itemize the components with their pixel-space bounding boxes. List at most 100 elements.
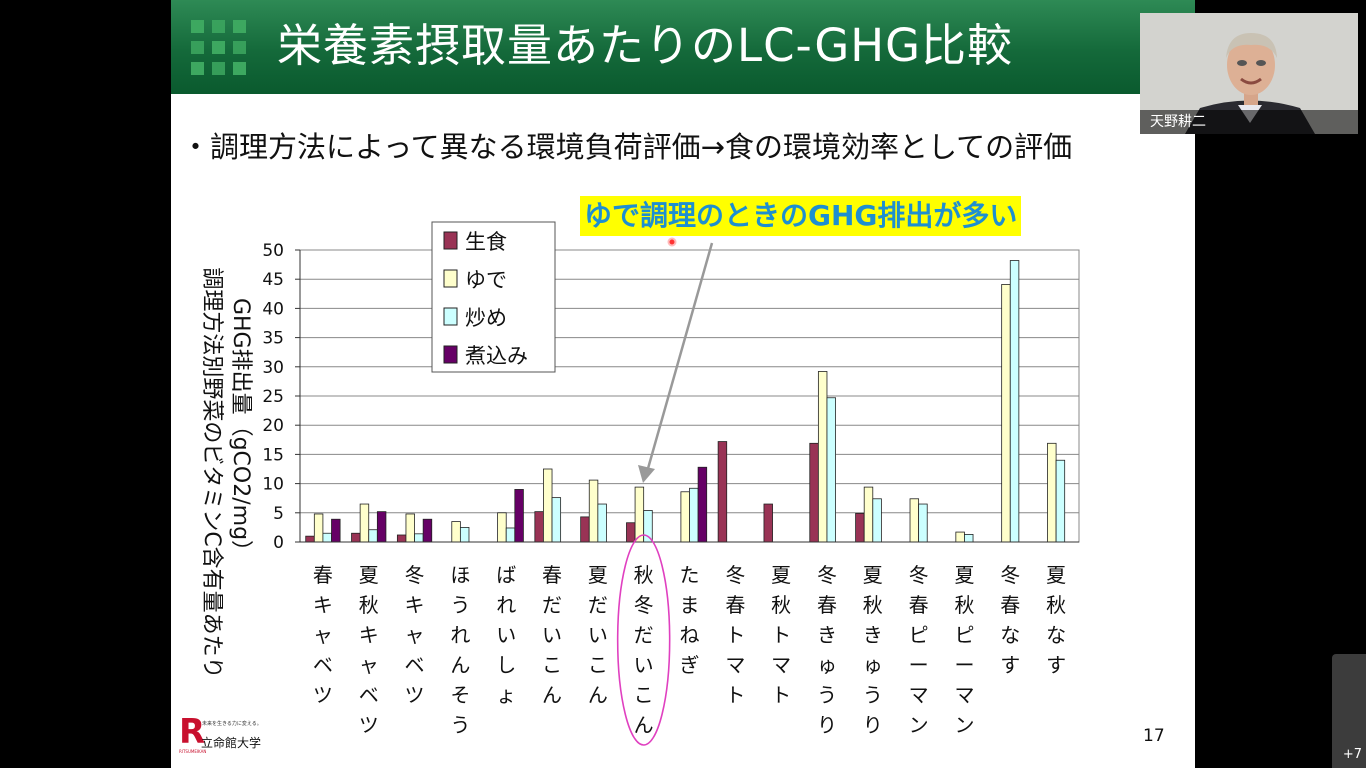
y-tick-label: 40 — [262, 299, 284, 319]
bar-炒め — [505, 527, 516, 543]
y-tick-labels: 0 5 10 15 20 25 30 35 40 45 50 — [262, 241, 284, 553]
bar-ゆで — [1001, 284, 1011, 543]
university-name: 立命館大学 — [201, 736, 262, 750]
bar-炒め — [918, 503, 928, 543]
y-tick-label: 25 — [262, 387, 284, 407]
y-tick-label: 0 — [273, 533, 284, 553]
bar-煮込み — [514, 489, 524, 543]
legend-label: 生食 — [465, 230, 507, 254]
logo-square — [233, 62, 246, 75]
y-tick-label: 35 — [262, 329, 284, 349]
logo-square — [233, 41, 246, 54]
y-tick-label: 20 — [262, 416, 284, 436]
bar-生食 — [534, 511, 544, 543]
bar-炒め — [964, 534, 974, 543]
y-axis-label: 調理方法別野菜のビタミンC含有量あたり GHG排出量（gCO2/mg） — [199, 267, 253, 678]
bar-炒め — [551, 497, 562, 543]
y-tick-label: 5 — [273, 504, 284, 524]
bar-生食 — [763, 503, 773, 543]
x-category-label: 夏秋なす — [1046, 563, 1066, 677]
logo-square — [191, 20, 204, 33]
bar-炒め — [597, 503, 607, 543]
bar-煮込み — [422, 518, 433, 543]
slide-title: 栄養素摂取量あたりのLC-GHG比較 — [277, 19, 1013, 72]
x-category-label: 冬春トマト — [725, 563, 745, 707]
participant-name-label: 天野耕二 — [1140, 110, 1358, 134]
x-category-label: ほうれんそう — [450, 563, 470, 737]
chart-axes — [295, 249, 1079, 543]
bar-chart: 0 5 10 15 20 25 30 35 40 45 50 春キャベツ 夏秋キャベツ 冬キャベツ ほうれ… — [199, 221, 1080, 746]
bar-生食 — [717, 441, 728, 543]
legend-swatch — [443, 345, 458, 364]
bar-生食 — [351, 532, 361, 543]
bar-ゆで — [451, 521, 461, 543]
x-category-label: 冬春きゅうり — [817, 563, 837, 737]
highlight-ellipse — [616, 534, 671, 746]
logo-square — [233, 20, 246, 33]
bar-ゆで — [1047, 442, 1057, 543]
x-category-label: 冬キャベツ — [405, 563, 425, 707]
bar-ゆで — [680, 491, 690, 543]
speaker-video-tile[interactable]: 天野耕二 — [1140, 13, 1358, 134]
bar-炒め — [322, 532, 332, 543]
x-category-label: 冬春なす — [1000, 563, 1020, 677]
bar-ゆで — [313, 513, 324, 543]
callout-text: ゆで調理のときのGHG排出が多い — [580, 196, 1022, 236]
x-category-label: 夏だいこん — [588, 563, 608, 707]
bar-炒め — [872, 498, 882, 543]
bullet-text: ・調理方法によって異なる環境負荷評価→食の環境効率としての評価 — [181, 130, 1073, 164]
x-category-labels: 春キャベツ 夏秋キャベツ 冬キャベツ ほうれんそう ばれいしょ 春だいこん 夏だいこん 秋冬だ… — [313, 563, 1066, 737]
bar-ゆで — [909, 498, 920, 543]
university-name-en: RITSUMEIKAN — [179, 749, 207, 754]
legend-swatch — [443, 231, 458, 250]
y-tick-label: 10 — [262, 475, 284, 495]
more-participants-button[interactable]: +7 — [1332, 654, 1366, 768]
y-tick-label: 15 — [262, 445, 284, 465]
logo-square — [212, 20, 225, 33]
bar-ゆで — [955, 531, 965, 543]
bar-炒め — [643, 510, 653, 543]
x-category-label: 夏秋トマト — [771, 563, 791, 707]
laser-pointer-dot — [667, 237, 677, 247]
bar-炒め — [689, 487, 699, 543]
chart-bars — [305, 260, 1066, 543]
logo-square — [212, 62, 225, 75]
y-tick-label: 45 — [262, 270, 284, 290]
logo-square — [191, 62, 204, 75]
y-tick-label: 50 — [262, 241, 284, 261]
bar-炒め — [414, 533, 424, 543]
legend-swatch — [443, 269, 458, 288]
university-tagline: 未来を生きる力に変える。 — [202, 721, 262, 727]
logo-square — [191, 41, 204, 54]
x-category-label: 夏秋きゅうり — [863, 563, 883, 737]
x-category-label: たまねぎ — [680, 563, 700, 677]
legend-label: 煮込み — [465, 344, 528, 368]
bar-ゆで — [817, 371, 828, 543]
legend-label: ゆで — [465, 268, 507, 292]
bar-炒め — [1009, 260, 1020, 543]
university-logo: R 未来を生きる力に変える。 立命館大学 RITSUMEIKAN — [179, 714, 279, 754]
bar-煮込み — [697, 466, 708, 543]
x-category-label: 夏秋キャベツ — [359, 563, 379, 737]
x-category-label: 春キャベツ — [313, 563, 333, 707]
x-category-label: 冬春ピーマン — [909, 563, 929, 737]
green-squares-logo-icon — [191, 20, 247, 76]
bar-ゆで — [497, 512, 507, 543]
legend-label: 炒め — [465, 306, 507, 330]
slide-header: 栄養素摂取量あたりのLC-GHG比較 — [171, 0, 1195, 94]
bar-ゆで — [863, 486, 874, 543]
page-number: 17 — [1143, 726, 1165, 746]
bar-生食 — [580, 516, 590, 543]
chart-grid — [299, 249, 1080, 543]
bar-生食 — [809, 442, 819, 543]
x-category-label: 春だいこん — [542, 563, 562, 707]
bar-炒め — [1055, 459, 1066, 543]
bar-煮込み — [376, 511, 387, 543]
bar-生食 — [855, 512, 865, 543]
bar-生食 — [626, 522, 636, 543]
bar-煮込み — [331, 518, 341, 543]
y-axis-label-line: 調理方法別野菜のビタミンC含有量あたり — [199, 267, 224, 678]
bar-ゆで — [405, 513, 415, 543]
ritsumeikan-r-logo-icon: R — [179, 712, 206, 752]
